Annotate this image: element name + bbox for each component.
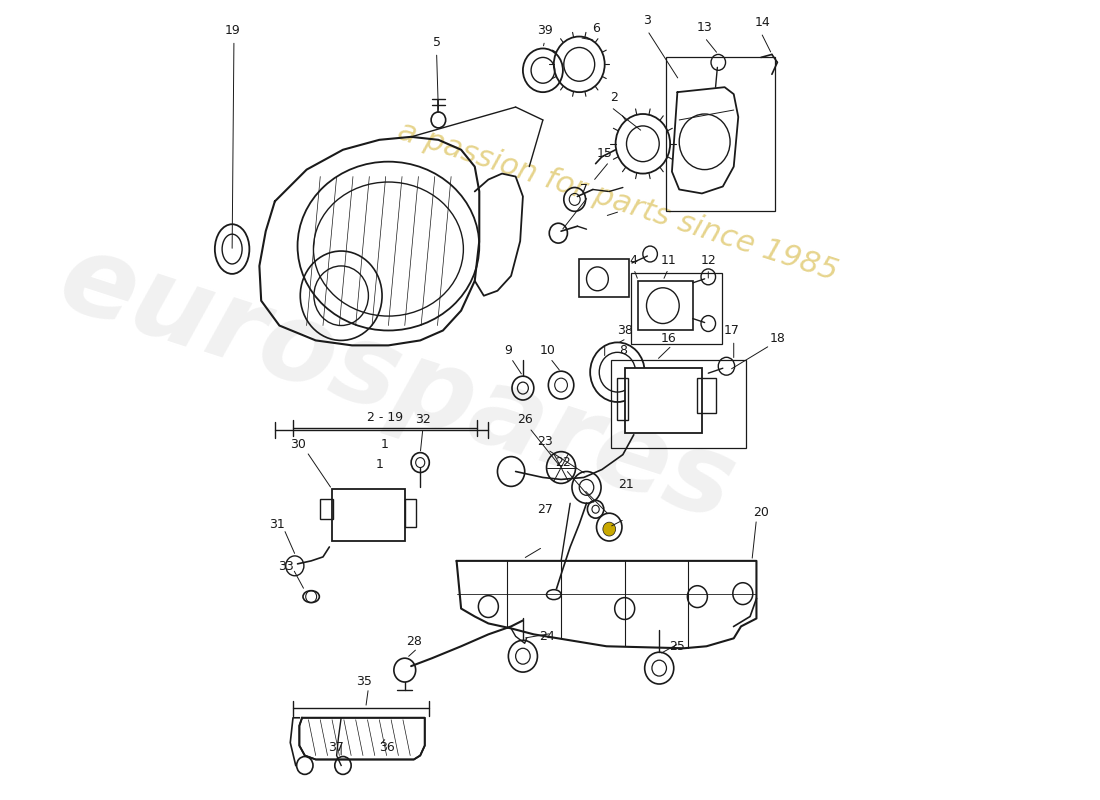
Text: 11: 11 [660,254,676,267]
Text: 4: 4 [630,254,638,267]
Text: 15: 15 [597,147,613,160]
Text: 2 - 19: 2 - 19 [366,411,403,424]
Text: 39: 39 [537,24,552,37]
Text: 18: 18 [769,332,785,345]
Text: 37: 37 [328,741,343,754]
Text: 19: 19 [224,24,240,37]
Bar [638,281,693,330]
Text: 22: 22 [556,456,571,469]
Text: 28: 28 [406,635,421,648]
Text: 1: 1 [381,438,388,451]
Text: 17: 17 [724,324,740,337]
Text: 32: 32 [415,414,431,426]
Text: 33: 33 [278,560,294,574]
Text: 38: 38 [617,324,632,337]
Bar [666,58,774,211]
Text: 13: 13 [696,21,713,34]
Text: 8: 8 [619,344,627,357]
Text: 23: 23 [537,435,552,448]
Bar [625,368,702,433]
Polygon shape [299,718,425,759]
Text: 1: 1 [375,458,383,471]
Text: 3: 3 [644,14,651,27]
Text: 24: 24 [540,630,556,643]
Text: 36: 36 [378,741,395,754]
Text: 6: 6 [592,22,600,35]
Circle shape [603,522,616,536]
Bar [332,490,405,541]
Text: a passion for parts since 1985: a passion for parts since 1985 [394,116,842,286]
Text: 16: 16 [660,332,676,345]
Text: 35: 35 [356,674,372,687]
Bar [580,259,629,297]
Text: 27: 27 [537,502,552,516]
Text: 31: 31 [268,518,285,530]
Text: 12: 12 [701,254,716,267]
Bar [697,378,716,413]
Text: 9: 9 [505,344,513,357]
Text: 26: 26 [517,414,532,426]
Text: 30: 30 [289,438,306,451]
Bar [631,273,722,344]
Bar [617,378,628,420]
Text: 2: 2 [609,90,618,104]
Text: 5: 5 [432,36,441,49]
Text: 7: 7 [580,183,587,196]
Text: 14: 14 [755,16,771,29]
Bar [405,499,416,527]
Bar [612,360,746,448]
Text: 21: 21 [618,478,635,491]
Text: 10: 10 [539,344,556,357]
Text: 20: 20 [754,506,769,518]
Text: eurospares: eurospares [47,225,748,543]
Text: 25: 25 [670,640,685,653]
Bar [320,499,333,519]
